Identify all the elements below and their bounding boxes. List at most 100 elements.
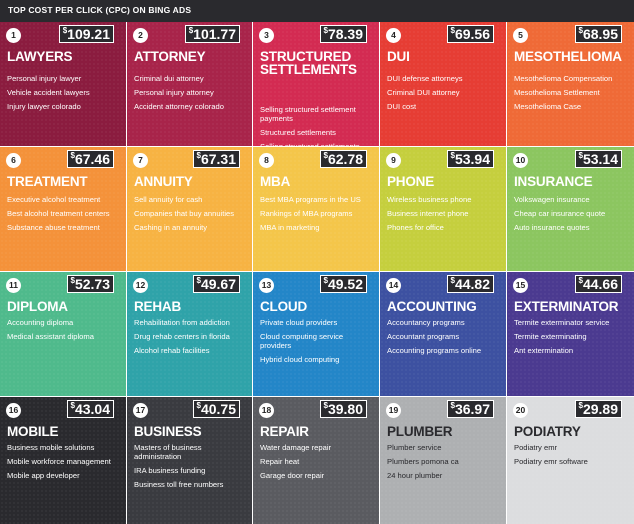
keyword-list: Podiatry emr Podiatry emr software	[514, 443, 630, 471]
keyword-item: 24 hour plumber	[387, 471, 443, 480]
page-title: TOP COST PER CLICK (CPC) ON BING ADS	[8, 5, 192, 15]
keyword-category: DIPLOMA	[7, 299, 68, 314]
keyword-item: DUI cost	[387, 102, 417, 111]
dollar-sign: $	[323, 276, 328, 285]
cpc-price: $67.31	[192, 150, 240, 168]
dollar-sign: $	[323, 401, 328, 410]
tile-11: 11 $52.73 DIPLOMA Accounting diploma Medical…	[0, 272, 126, 396]
keyword-item: Repair heat	[260, 457, 300, 466]
cpc-price: $44.82	[446, 275, 494, 293]
keyword-category: ATTORNEY	[134, 49, 206, 64]
tile-13: 13 $49.52 CLOUD Private cloud providers Clou…	[253, 272, 379, 396]
keyword-item: Companies that buy annuities	[134, 209, 235, 218]
cpc-value: 49.52	[327, 276, 363, 292]
keyword-item: Private cloud providers	[260, 318, 338, 327]
tile-1: 1 $109.21 LAWYERS Personal injury lawyer Veh…	[0, 22, 126, 146]
rank-badge: 20	[513, 403, 528, 418]
cpc-price: $52.73	[66, 275, 114, 293]
tile-8: 8 $62.78 MBA Best MBA programs in the US Ran…	[253, 147, 379, 271]
keyword-category: REHAB	[134, 299, 182, 314]
cpc-value: 69.56	[454, 26, 490, 42]
cpc-price: $36.97	[446, 400, 494, 418]
keyword-item: Plumbers pomona ca	[387, 457, 459, 466]
keyword-category: BUSINESS	[134, 424, 202, 439]
tile-10: 10 $53.14 INSURANCE Volkswagen insurance Che…	[507, 147, 634, 271]
cpc-value: 53.14	[582, 151, 618, 167]
dollar-sign: $	[578, 276, 583, 285]
keyword-category: EXTERMINATOR	[514, 299, 619, 314]
keyword-list: Criminal dui attorney Personal injury att…	[134, 74, 248, 116]
keyword-category: LAWYERS	[7, 49, 73, 64]
cpc-price: $53.14	[574, 150, 622, 168]
keyword-category: MESOTHELIOMA	[514, 49, 622, 64]
keyword-list: Plumber service Plumbers pomona ca 24 hour…	[387, 443, 502, 485]
keyword-category: ANNUITY	[134, 174, 193, 189]
dollar-sign: $	[578, 401, 583, 410]
keyword-category: REPAIR	[260, 424, 309, 439]
tile-19: 19 $36.97 PLUMBER Plumber service Plumbers p…	[380, 397, 506, 524]
rank-badge: 19	[386, 403, 401, 418]
keyword-item: Podiatry emr software	[514, 457, 588, 466]
cpc-price: $40.75	[192, 400, 240, 418]
cpc-price: $67.46	[66, 150, 114, 168]
keyword-item: DUI defense attorneys	[387, 74, 463, 83]
tile-4: 4 $69.56 DUI DUI defense attorneys Criminal …	[380, 22, 506, 146]
dollar-sign: $	[450, 151, 455, 160]
rank-badge: 4	[386, 28, 401, 43]
keyword-list: Executive alcohol treatment Best alcohol …	[7, 195, 122, 237]
keyword-grid: 1 $109.21 LAWYERS Personal injury lawyer Veh…	[0, 22, 634, 524]
dollar-sign: $	[323, 26, 328, 35]
dollar-sign: $	[70, 151, 75, 160]
cpc-value: 78.39	[327, 26, 363, 42]
keyword-item: Criminal dui attorney	[134, 74, 204, 83]
tile-12: 12 $49.67 REHAB Rehabilitation from addicti…	[127, 272, 252, 396]
rank-badge: 17	[133, 403, 148, 418]
cpc-price: $49.67	[192, 275, 240, 293]
keyword-item: Medical assistant diploma	[7, 332, 94, 341]
rank-badge: 3	[259, 28, 274, 43]
keyword-item: Rankings of MBA programs	[260, 209, 353, 218]
keyword-category: PODIATRY	[514, 424, 581, 439]
keyword-item: Podiatry emr	[514, 443, 558, 452]
keyword-item: Accountant programs	[387, 332, 460, 341]
keyword-item: Auto insurance quotes	[514, 223, 590, 232]
cpc-price: $44.66	[574, 275, 622, 293]
tile-18: 18 $39.80 REPAIR Water damage repair Repair …	[253, 397, 379, 524]
tile-5: 5 $68.95 MESOTHELIOMA Mesothelioma Compensa…	[507, 22, 634, 146]
cpc-value: 39.80	[327, 401, 363, 417]
keyword-item: Mesothelioma Compensation	[514, 74, 613, 83]
cpc-value: 49.67	[200, 276, 236, 292]
tile-17: 17 $40.75 BUSINESS Masters of business admi…	[127, 397, 252, 524]
cpc-price: $53.94	[446, 150, 494, 168]
rank-badge: 10	[513, 153, 528, 168]
rank-badge: 7	[133, 153, 148, 168]
keyword-item: Volkswagen insurance	[514, 195, 590, 204]
dollar-sign: $	[450, 26, 455, 35]
keyword-item: Masters of business administration	[134, 443, 202, 461]
cpc-price: $43.04	[66, 400, 114, 418]
cpc-value: 62.78	[327, 151, 363, 167]
header-bar: TOP COST PER CLICK (CPC) ON BING ADS	[0, 0, 634, 22]
rank-badge: 16	[6, 403, 21, 418]
cpc-value: 29.89	[582, 401, 618, 417]
rank-badge: 13	[259, 278, 274, 293]
rank-badge: 1	[6, 28, 21, 43]
keyword-item: Mobile workforce management	[7, 457, 111, 466]
tile-20: 20 $29.89 PODIATRY Podiatry emr Podiatry emr…	[507, 397, 634, 524]
cpc-price: $39.80	[319, 400, 367, 418]
keyword-item: Accounting programs online	[387, 346, 482, 355]
keyword-item: Business toll free numbers	[134, 480, 224, 489]
cpc-price: $49.52	[319, 275, 367, 293]
keyword-item: Rehabilitation from addiction	[134, 318, 230, 327]
keyword-item: Business mobile solutions	[7, 443, 95, 452]
keyword-item: Garage door repair	[260, 471, 325, 480]
dollar-sign: $	[70, 276, 75, 285]
keyword-item: Executive alcohol treatment	[7, 195, 101, 204]
keyword-list: Sell annuity for cash Companies that buy …	[134, 195, 248, 237]
keyword-category: DUI	[387, 49, 410, 64]
cpc-value: 43.04	[74, 401, 110, 417]
keyword-item: Accountancy programs	[387, 318, 465, 327]
dollar-sign: $	[196, 276, 201, 285]
keyword-item: Vehicle accident lawyers	[7, 88, 90, 97]
keyword-item: Phones for office	[387, 223, 444, 232]
